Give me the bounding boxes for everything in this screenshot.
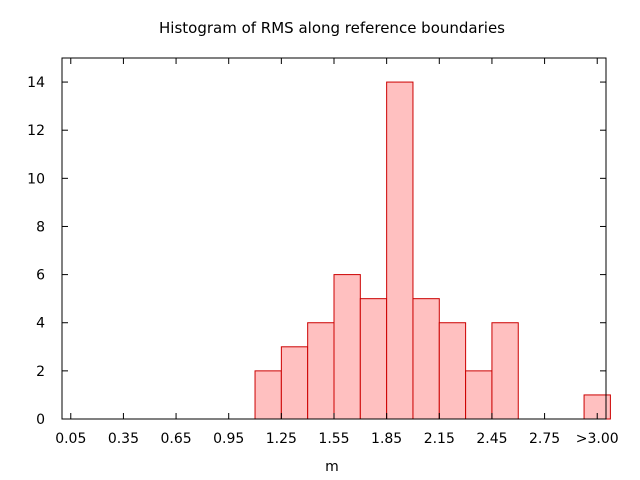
x-tick-label-2: 0.65 (160, 431, 191, 447)
histogram-bar-9 (491, 322, 519, 420)
plot-frame (61, 57, 607, 420)
chart-title: Histogram of RMS along reference boundar… (159, 19, 505, 37)
x-tick-label-5: 1.55 (318, 431, 349, 447)
x-tick-label-10: >3.00 (576, 431, 619, 447)
x-tick-label-8: 2.45 (476, 431, 507, 447)
y-tick-labels: 0 2 4 6 8 10 12 14 (27, 75, 45, 428)
histogram-bars (254, 81, 611, 420)
y-tick-label-1: 2 (36, 364, 45, 380)
x-tick-label-4: 1.25 (266, 431, 297, 447)
y-tick-label-4: 8 (36, 219, 45, 235)
axis-ticks (62, 58, 606, 420)
histogram-bar-4 (359, 298, 388, 420)
histogram-bar-5 (386, 81, 414, 420)
y-tick-label-5: 10 (27, 171, 45, 187)
x-tick-label-7: 2.15 (424, 431, 455, 447)
x-tick-label-0: 0.05 (55, 431, 86, 447)
y-tick-label-6: 12 (27, 123, 45, 139)
y-tick-label-2: 4 (36, 316, 45, 332)
x-tick-label-6: 1.85 (371, 431, 402, 447)
histogram-bar-2 (307, 322, 335, 420)
histogram-bar-7 (438, 322, 467, 420)
histogram-bar-6 (412, 298, 440, 420)
x-tick-labels: 0.05 0.35 0.65 0.95 1.25 1.55 1.85 2.15 2.45 2.75… (55, 431, 618, 447)
y-tick-label-3: 6 (36, 268, 45, 284)
histogram-bar-1 (280, 346, 309, 420)
histogram-bar-0 (254, 370, 282, 420)
histogram-bar-8 (465, 370, 493, 420)
x-tick-label-3: 0.95 (213, 431, 244, 447)
y-tick-label-0: 0 (36, 412, 45, 428)
histogram-bar-3 (333, 274, 361, 420)
x-tick-label-1: 0.35 (108, 431, 139, 447)
x-tick-label-9: 2.75 (529, 431, 560, 447)
y-tick-label-7: 14 (27, 75, 45, 91)
x-axis-label: m (325, 459, 339, 475)
